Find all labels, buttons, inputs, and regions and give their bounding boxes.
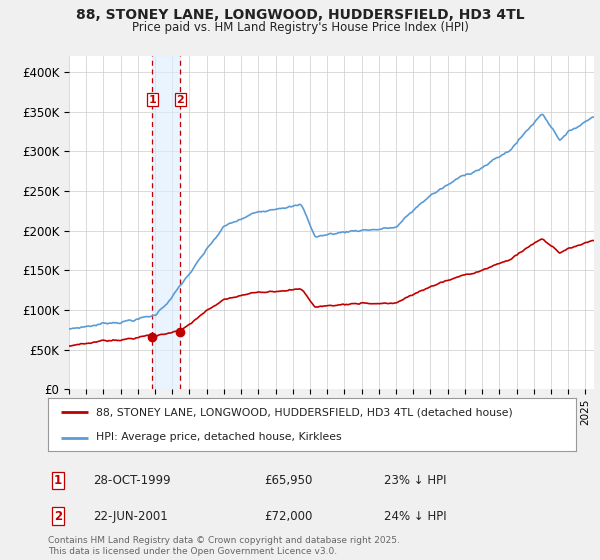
Text: 28-OCT-1999: 28-OCT-1999 (93, 474, 170, 487)
Bar (152, 56, 180, 389)
Text: 2: 2 (176, 95, 184, 105)
Text: 2: 2 (54, 510, 62, 523)
Text: 1: 1 (54, 474, 62, 487)
Text: 24% ↓ HPI: 24% ↓ HPI (384, 510, 446, 523)
Text: 88, STONEY LANE, LONGWOOD, HUDDERSFIELD, HD3 4TL: 88, STONEY LANE, LONGWOOD, HUDDERSFIELD,… (76, 8, 524, 22)
Text: 23% ↓ HPI: 23% ↓ HPI (384, 474, 446, 487)
Text: Price paid vs. HM Land Registry's House Price Index (HPI): Price paid vs. HM Land Registry's House … (131, 21, 469, 34)
Text: 88, STONEY LANE, LONGWOOD, HUDDERSFIELD, HD3 4TL (detached house): 88, STONEY LANE, LONGWOOD, HUDDERSFIELD,… (95, 408, 512, 418)
Text: HPI: Average price, detached house, Kirklees: HPI: Average price, detached house, Kirk… (95, 432, 341, 442)
Text: 22-JUN-2001: 22-JUN-2001 (93, 510, 168, 523)
Text: £72,000: £72,000 (264, 510, 313, 523)
Text: 1: 1 (148, 95, 156, 105)
Text: Contains HM Land Registry data © Crown copyright and database right 2025.
This d: Contains HM Land Registry data © Crown c… (48, 536, 400, 556)
Text: £65,950: £65,950 (264, 474, 313, 487)
